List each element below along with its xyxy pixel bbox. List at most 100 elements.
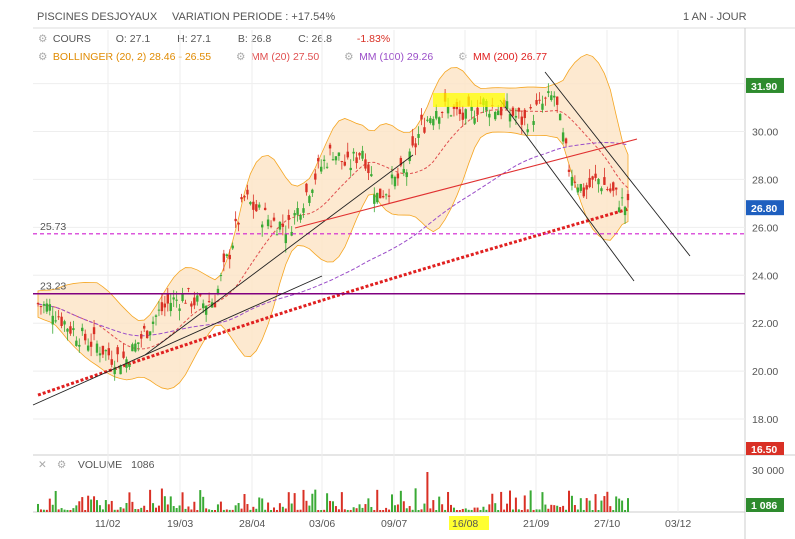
candle-body bbox=[446, 106, 450, 114]
volume-bar bbox=[399, 490, 402, 512]
candle-body bbox=[207, 301, 211, 303]
candle-body bbox=[134, 343, 137, 352]
candle-body bbox=[137, 342, 140, 345]
candle-body bbox=[39, 306, 43, 308]
candle-body bbox=[92, 327, 96, 335]
low-value: B: 26.8 bbox=[237, 33, 272, 45]
volume-bar bbox=[137, 509, 140, 512]
candle-body bbox=[544, 97, 547, 99]
volume-bar bbox=[140, 507, 143, 512]
volume-bar bbox=[547, 508, 550, 512]
candle-body bbox=[408, 151, 411, 162]
gear-icon[interactable]: ⚙ bbox=[56, 459, 67, 471]
volume-label: VOLUME bbox=[77, 459, 123, 471]
gear-icon[interactable]: ⚙ bbox=[236, 51, 246, 63]
volume-bar bbox=[243, 494, 246, 512]
candle-body bbox=[361, 150, 364, 159]
volume-bar bbox=[290, 503, 293, 512]
volume-bar bbox=[246, 504, 249, 512]
candle-body bbox=[585, 185, 588, 190]
volume-bar bbox=[166, 504, 169, 512]
trend-line-support-long bbox=[32, 275, 323, 406]
mm100-legend: MM (100) 29.26 bbox=[359, 51, 434, 63]
candle-body bbox=[340, 161, 344, 163]
candle-body bbox=[591, 176, 594, 180]
x-tick-label: 19/03 bbox=[167, 518, 193, 530]
candle-body bbox=[101, 345, 105, 355]
candle-body bbox=[51, 315, 54, 325]
close-icon[interactable]: ✕ bbox=[38, 459, 47, 471]
x-tick-label: 11/02 bbox=[95, 518, 121, 530]
volume-bar bbox=[202, 496, 205, 512]
volume-bar bbox=[361, 507, 364, 512]
candle-body bbox=[234, 218, 237, 222]
volume-bar bbox=[278, 503, 281, 512]
volume-bar bbox=[314, 489, 317, 512]
volume-bar bbox=[388, 509, 391, 512]
candle-body bbox=[588, 177, 591, 188]
mm100-line bbox=[37, 142, 629, 337]
candle-body bbox=[426, 119, 429, 121]
volume-bar bbox=[423, 503, 426, 512]
gear-icon[interactable]: ⚙ bbox=[38, 51, 48, 63]
volume-bar bbox=[529, 490, 532, 512]
candle-body bbox=[414, 143, 417, 148]
volume-bar bbox=[591, 509, 594, 512]
volume-bar bbox=[538, 509, 541, 512]
axes: 18.0020.0022.0024.0026.0028.0030.0032.00… bbox=[95, 77, 784, 530]
volume-bar bbox=[458, 509, 461, 512]
candle-body bbox=[358, 152, 361, 156]
candle-body bbox=[343, 161, 346, 166]
gear-icon[interactable]: ⚙ bbox=[458, 51, 468, 63]
volume-bar bbox=[414, 488, 417, 512]
candle-body bbox=[473, 118, 476, 124]
candle-body bbox=[556, 96, 559, 105]
gear-icon[interactable]: ⚙ bbox=[38, 33, 48, 45]
volume-bar bbox=[509, 490, 511, 512]
volume-bar bbox=[39, 509, 42, 512]
volume-bar bbox=[621, 500, 624, 512]
volume-bar bbox=[379, 510, 382, 512]
close-value: C: 26.8 bbox=[298, 33, 332, 45]
candle-body bbox=[84, 333, 87, 341]
volume-bar bbox=[143, 505, 146, 512]
trend-line-resistance-2 bbox=[544, 71, 691, 257]
candle-body bbox=[547, 91, 550, 94]
volume-bar bbox=[334, 506, 337, 512]
candle-body bbox=[213, 302, 217, 308]
candle-body bbox=[402, 168, 405, 173]
candle-body bbox=[511, 107, 515, 116]
candle-body bbox=[320, 166, 323, 172]
volume-bar bbox=[57, 509, 60, 512]
volume-bar bbox=[122, 508, 125, 512]
volume-bar bbox=[54, 490, 57, 512]
volume-bar bbox=[579, 498, 582, 512]
gear-icon[interactable]: ⚙ bbox=[344, 51, 354, 63]
candle-body bbox=[116, 347, 119, 355]
volume-bar bbox=[523, 495, 526, 512]
grid bbox=[33, 27, 795, 539]
volume-bar bbox=[293, 493, 296, 512]
volume-bar bbox=[426, 472, 429, 512]
candle-body bbox=[529, 107, 532, 109]
volume-bar bbox=[346, 509, 349, 512]
candle-body bbox=[187, 288, 190, 290]
mm200-legend: MM (200) 26.77 bbox=[473, 51, 548, 63]
candle-body bbox=[81, 327, 84, 332]
volume-bar bbox=[506, 503, 509, 512]
current-price-badge-bg bbox=[746, 200, 784, 216]
volume-bar bbox=[66, 509, 69, 512]
volume-bar bbox=[214, 509, 216, 512]
candle-body bbox=[148, 331, 152, 336]
volume-bar bbox=[550, 504, 553, 512]
volume-bar bbox=[110, 500, 113, 512]
candle-body bbox=[558, 114, 562, 121]
volume-bar bbox=[352, 507, 355, 512]
cours-label: COURS bbox=[52, 33, 91, 45]
volume-bar bbox=[485, 509, 488, 512]
volume-bar bbox=[382, 509, 385, 512]
volume-last-label: 1 086 bbox=[751, 500, 777, 512]
period-selector[interactable]: 1 AN - JOUR bbox=[683, 11, 747, 23]
volume-bar bbox=[187, 506, 190, 512]
